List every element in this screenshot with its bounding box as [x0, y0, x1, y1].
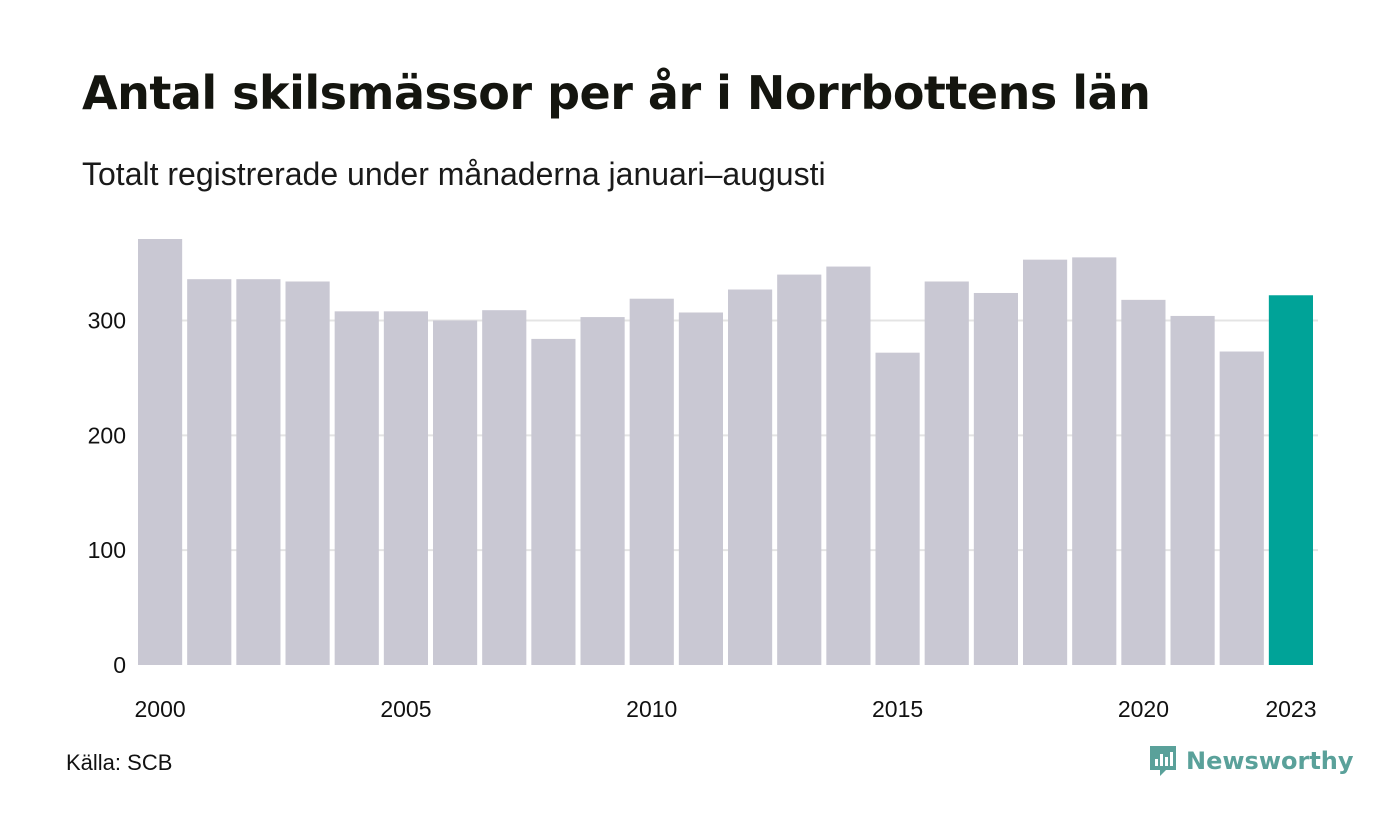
bar-2013	[777, 274, 822, 665]
bar-2004	[334, 311, 379, 665]
bar-2007	[482, 310, 527, 665]
x-tick-label: 2010	[626, 696, 677, 722]
bar-2009	[580, 317, 625, 665]
bar-2012	[728, 289, 773, 665]
bar-2001	[187, 279, 232, 665]
y-tick-label: 200	[88, 422, 126, 448]
bar-2005	[383, 311, 428, 665]
bar-2011	[678, 312, 723, 665]
x-axis-ticks: 2000 2005 2010 2015 2020 2023	[134, 696, 1316, 722]
bar-2002	[236, 279, 281, 665]
y-tick-label: 300	[88, 308, 126, 334]
newsworthy-logo-icon	[1150, 746, 1176, 776]
bar-2020	[1121, 299, 1166, 665]
bar-2016	[924, 281, 969, 665]
bar-2014	[826, 266, 871, 665]
bar-2018	[1023, 259, 1068, 665]
bar-2023	[1268, 295, 1313, 665]
source-note: Källa: SCB	[66, 750, 173, 775]
bar-2003	[285, 281, 330, 665]
y-tick-label: 100	[88, 537, 126, 563]
bar-2008	[531, 338, 576, 665]
x-tick-label: 2020	[1118, 696, 1169, 722]
bar-2019	[1072, 257, 1117, 665]
x-tick-label: 2015	[872, 696, 923, 722]
x-tick-label: 2005	[380, 696, 431, 722]
bar-2015	[875, 352, 920, 665]
bar-2000	[138, 239, 183, 665]
bars	[138, 239, 1313, 665]
chart-title: Antal skilsmässor per år i Norrbottens l…	[82, 66, 1151, 120]
x-tick-label: 2023	[1265, 696, 1316, 722]
bar-2017	[973, 292, 1018, 665]
bar-2006	[433, 320, 478, 665]
y-tick-label: 0	[113, 652, 126, 678]
chart-subtitle: Totalt registrerade under månaderna janu…	[82, 156, 826, 192]
bar-2021	[1170, 315, 1215, 665]
brand-name: Newsworthy	[1186, 747, 1354, 775]
bar-2022	[1219, 351, 1264, 665]
bar-2010	[629, 298, 674, 665]
x-tick-label: 2000	[134, 696, 185, 722]
brand-logo: Newsworthy	[1148, 744, 1354, 778]
y-axis-ticks: 0 100 200 300	[88, 308, 126, 678]
